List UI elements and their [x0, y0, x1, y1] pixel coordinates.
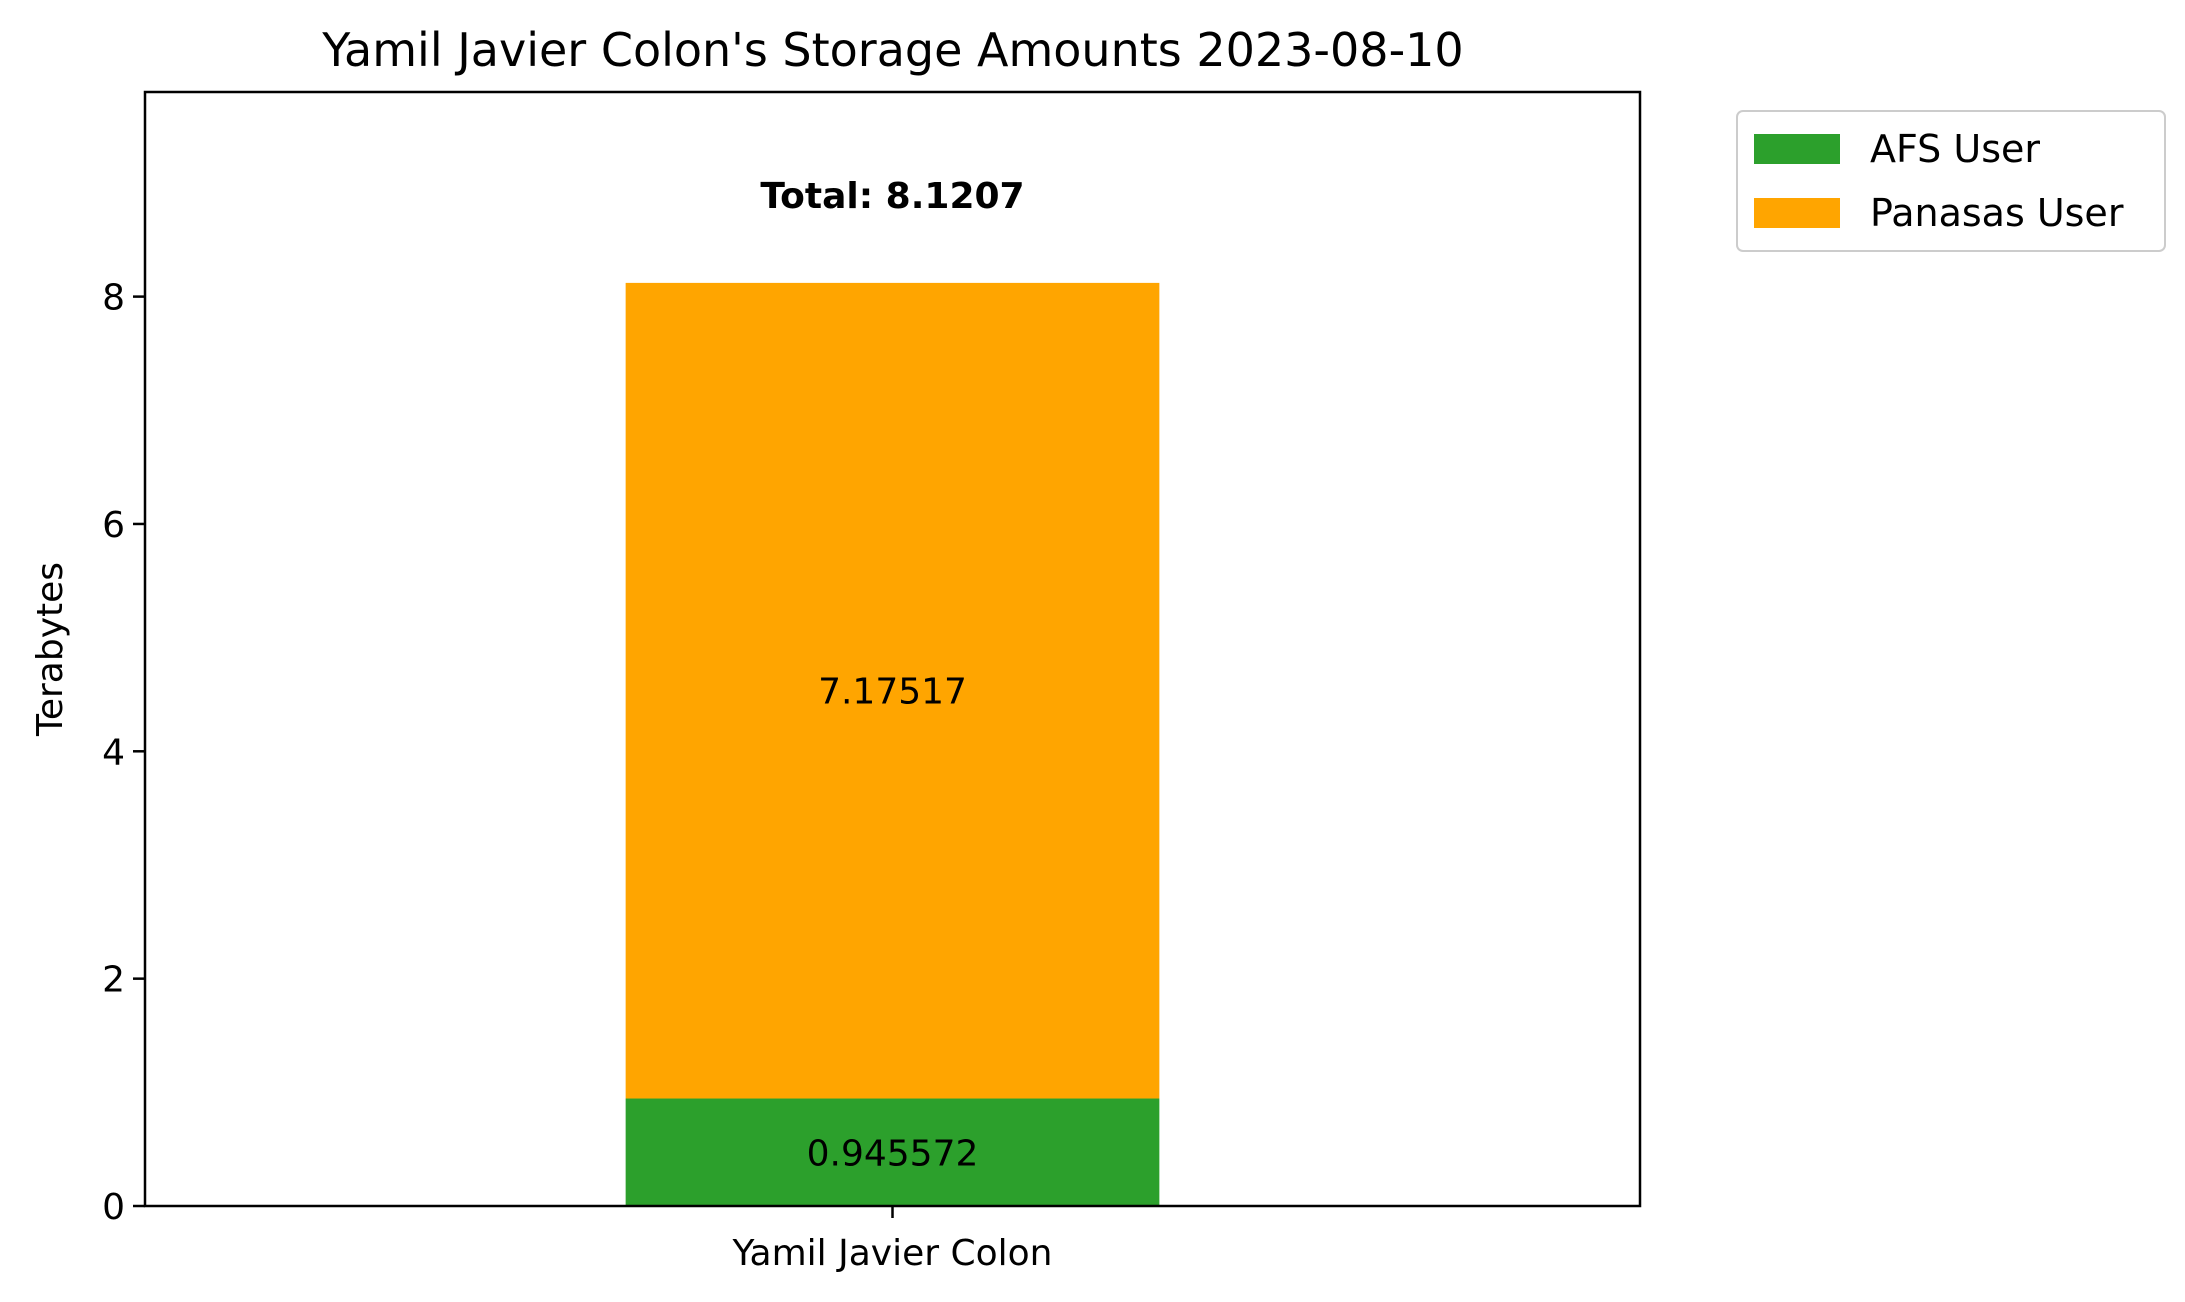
y-axis: 0 2 4 6 8 — [102, 278, 145, 1228]
y-tick-label: 6 — [102, 505, 125, 546]
x-axis: Yamil Javier Colon — [732, 1206, 1053, 1274]
legend-entry-label: AFS User — [1870, 127, 2040, 171]
bar-value-label: 7.17517 — [818, 672, 967, 713]
total-label: Total: 8.1207 — [760, 176, 1024, 217]
legend[interactable]: AFS User Panasas User — [1736, 110, 2166, 252]
legend-swatch — [1754, 134, 1840, 164]
y-tick-label: 8 — [102, 278, 125, 319]
legend-entry-label: Panasas User — [1870, 191, 2124, 235]
chart-title: Yamil Javier Colon's Storage Amounts 202… — [321, 23, 1463, 77]
y-tick-label: 4 — [102, 732, 125, 773]
y-tick-label: 2 — [102, 960, 125, 1001]
bar-panasas-user — [625, 282, 1160, 1099]
y-tick-label: 0 — [102, 1187, 125, 1228]
bar-afs-user — [625, 1098, 1160, 1206]
bar-value-label: 0.945572 — [807, 1133, 979, 1174]
x-tick-label: Yamil Javier Colon — [732, 1233, 1053, 1274]
plot-area: 0.945572 7.17517 Total: 8.1207 — [625, 176, 1160, 1206]
legend-frame — [1736, 110, 2166, 252]
legend-swatch — [1754, 198, 1840, 228]
y-axis-label: Terabytes — [30, 562, 71, 737]
